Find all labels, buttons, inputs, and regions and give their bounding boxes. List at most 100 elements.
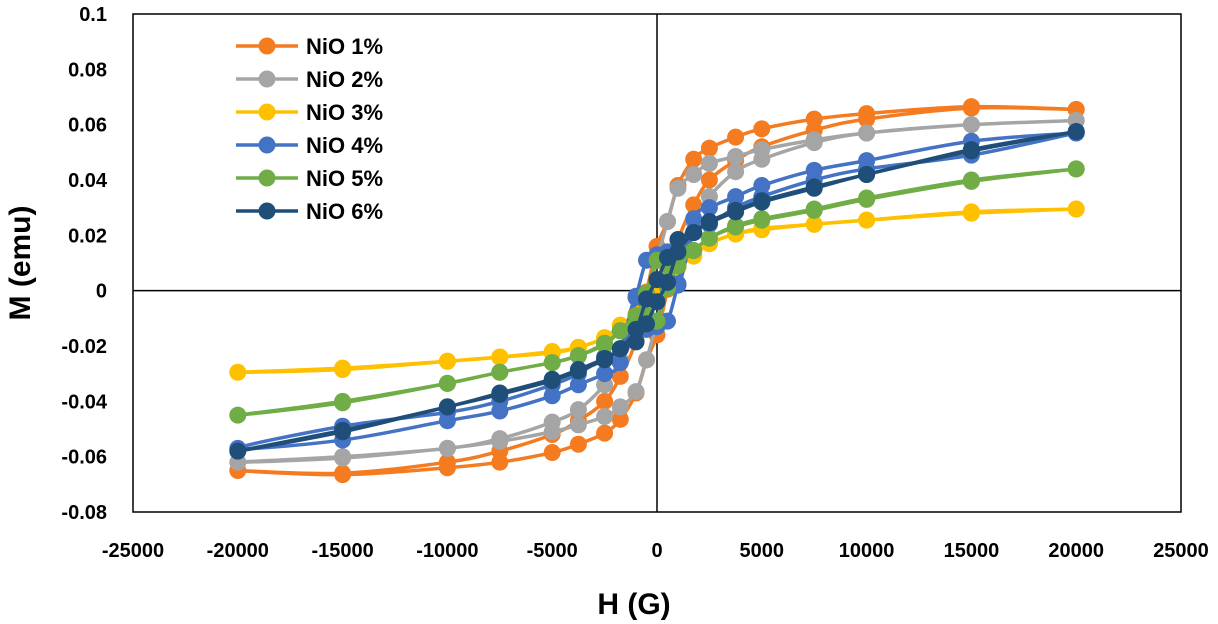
- data-point-nio-6: [685, 224, 703, 242]
- data-point-nio-5: [700, 229, 718, 247]
- data-point-nio-1: [569, 435, 587, 453]
- legend-marker: [258, 202, 276, 220]
- legend-item-nio-5: NiO 5%: [236, 166, 383, 191]
- data-point-nio-6: [627, 320, 645, 338]
- data-point-nio-5: [611, 322, 629, 340]
- series-layer: [229, 98, 1085, 484]
- data-point-nio-3: [858, 211, 876, 229]
- data-point-nio-2: [638, 351, 656, 369]
- data-point-nio-1: [334, 466, 352, 484]
- y-tick-label: 0.02: [68, 225, 107, 247]
- y-tick-label: 0.08: [68, 59, 107, 81]
- legend: NiO 1% NiO 2% NiO 3% NiO 4% NiO 5% NiO 6%: [236, 34, 383, 224]
- legend-item-nio-6: NiO 6%: [236, 199, 383, 224]
- data-point-nio-1: [611, 367, 629, 385]
- legend-item-nio-3: NiO 3%: [236, 100, 383, 125]
- data-point-nio-2: [658, 213, 676, 230]
- legend-item-nio-4: NiO 4%: [236, 133, 383, 158]
- data-point-nio-5: [438, 374, 456, 392]
- data-point-nio-6: [858, 165, 876, 183]
- data-point-nio-1: [543, 444, 561, 462]
- x-tick-labels: -25000 -20000 -15000 -10000 -5000 0 5000 10000 1…: [102, 540, 1209, 562]
- y-tick-label: -0.02: [61, 336, 107, 358]
- data-point-nio-5: [596, 336, 614, 354]
- data-point-nio-5: [229, 406, 247, 424]
- data-point-nio-5: [685, 242, 703, 260]
- y-tick-label: 0.06: [68, 115, 107, 137]
- data-point-nio-6: [627, 333, 645, 351]
- data-point-nio-6: [805, 178, 823, 196]
- data-point-nio-2: [334, 449, 352, 467]
- legend-marker: [258, 136, 276, 154]
- legend-label: NiO 3%: [306, 100, 383, 125]
- data-point-nio-6: [962, 141, 980, 159]
- data-point-nio-1: [858, 110, 876, 128]
- data-point-nio-2: [727, 163, 745, 181]
- data-point-nio-6: [543, 370, 561, 388]
- data-point-nio-6: [1067, 123, 1085, 141]
- data-point-nio-6: [669, 230, 687, 248]
- data-point-nio-6: [569, 361, 587, 379]
- data-point-nio-2: [491, 432, 509, 450]
- legend-label: NiO 6%: [306, 199, 383, 224]
- legend-label: NiO 5%: [306, 166, 383, 191]
- data-point-nio-4: [685, 210, 703, 228]
- data-point-nio-5: [543, 354, 561, 372]
- x-tick-label: -20000: [207, 540, 269, 562]
- data-point-nio-6: [611, 340, 629, 358]
- data-point-nio-4: [438, 412, 456, 430]
- data-point-nio-6: [638, 290, 656, 308]
- data-point-nio-6: [229, 442, 247, 460]
- x-tick-label: 25000: [1153, 540, 1209, 562]
- data-point-nio-1: [727, 128, 745, 146]
- data-point-nio-1: [962, 99, 980, 117]
- x-tick-label: -15000: [311, 540, 373, 562]
- data-point-nio-1: [491, 453, 509, 471]
- data-point-nio-2: [669, 179, 687, 197]
- y-axis-title: M (emu): [4, 206, 37, 321]
- data-point-nio-1: [596, 424, 614, 442]
- x-tick-label: 0: [651, 540, 662, 562]
- data-point-nio-5: [753, 210, 771, 228]
- data-point-nio-3: [491, 348, 509, 366]
- y-tick-labels: -0.08 -0.06 -0.04 -0.02 0 0.02 0.04 0.06 0.08 0.1: [61, 4, 107, 524]
- legend-item-nio-2: NiO 2%: [236, 67, 383, 92]
- x-tick-label: 5000: [740, 540, 785, 562]
- data-point-nio-6: [753, 192, 771, 210]
- data-point-nio-2: [596, 408, 614, 426]
- data-point-nio-1: [685, 196, 703, 214]
- data-point-nio-3: [334, 361, 352, 379]
- data-point-nio-5: [962, 171, 980, 189]
- data-point-nio-1: [700, 171, 718, 189]
- data-point-nio-4: [700, 199, 718, 217]
- data-point-nio-1: [438, 459, 456, 477]
- x-tick-label: 20000: [1048, 540, 1104, 562]
- legend-marker: [258, 103, 276, 121]
- data-point-nio-2: [858, 124, 876, 142]
- data-point-nio-4: [543, 387, 561, 405]
- data-point-nio-2: [438, 439, 456, 457]
- data-point-nio-3: [962, 204, 980, 222]
- data-point-nio-2: [685, 165, 703, 183]
- data-point-nio-2: [700, 154, 718, 172]
- x-tick-label: 15000: [944, 540, 1000, 562]
- data-point-nio-4: [611, 354, 629, 372]
- legend-label: NiO 4%: [306, 133, 383, 158]
- data-point-nio-6: [658, 248, 676, 266]
- x-tick-label: 10000: [839, 540, 895, 562]
- x-tick-label: -25000: [102, 540, 164, 562]
- data-point-nio-4: [596, 365, 614, 383]
- legend-item-nio-1: NiO 1%: [236, 34, 383, 59]
- legend-label: NiO 1%: [306, 34, 383, 59]
- data-point-nio-5: [727, 217, 745, 235]
- data-point-nio-2: [611, 398, 629, 416]
- data-point-nio-2: [962, 116, 980, 134]
- y-tick-label: 0: [96, 281, 107, 303]
- legend-marker: [258, 169, 276, 187]
- y-tick-label: -0.04: [61, 391, 107, 413]
- y-tick-label: 0.1: [79, 4, 107, 26]
- data-point-nio-1: [753, 120, 771, 138]
- data-point-nio-1: [611, 410, 629, 428]
